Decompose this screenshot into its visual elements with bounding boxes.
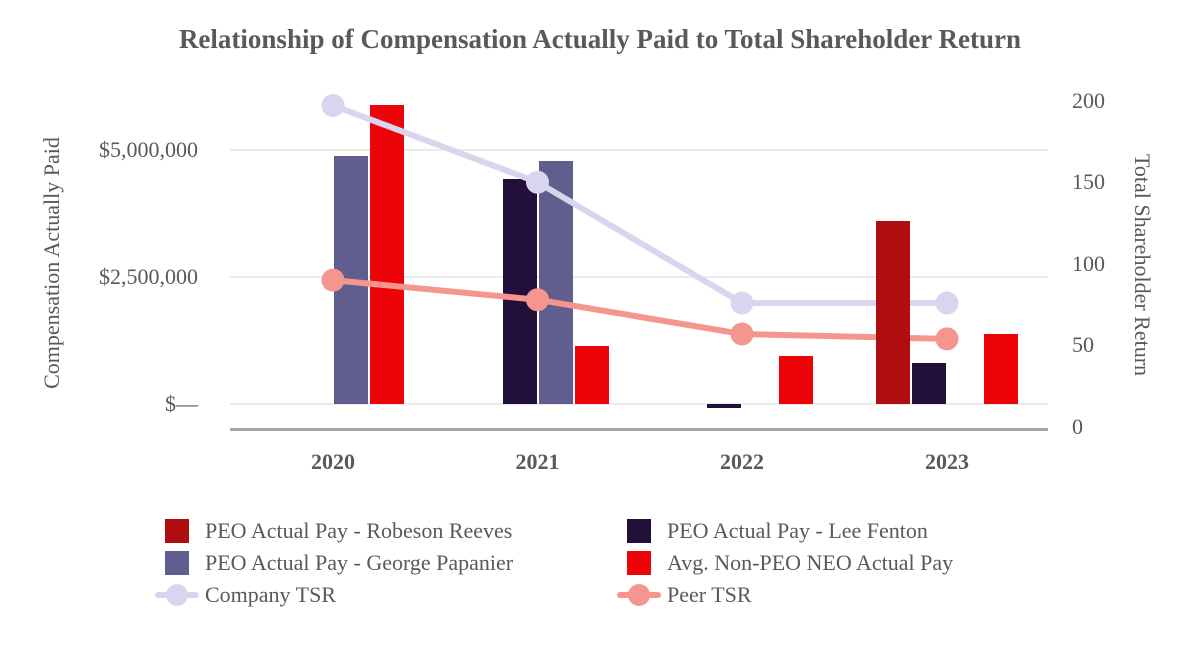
fenton-bar-swatch-icon (627, 519, 651, 543)
legend-item-company-tsr: Company TSR (155, 579, 336, 611)
peer-tsr-marker-2022 (730, 322, 754, 346)
legend-swatch-holder (617, 515, 661, 547)
legend-swatch-holder (155, 515, 199, 547)
avg-neo-bar-swatch-icon (627, 551, 651, 575)
bar-peo-actual-pay-george-papanier-2021 (538, 161, 573, 404)
x-axis-label-2021: 2021 (515, 449, 560, 474)
company-tsr-marker-2020 (321, 93, 345, 117)
legend-label: PEO Actual Pay - Lee Fenton (667, 518, 928, 543)
peer-tsr-marker-2023 (935, 327, 959, 351)
legend-item-peo-robeson-reeves: PEO Actual Pay - Robeson Reeves (155, 515, 512, 547)
right-axis-tick-label: 100 (1072, 250, 1105, 276)
gridline- (230, 403, 1048, 405)
bar-peo-actual-pay-george-papanier-2020 (334, 155, 368, 404)
bar-peo-actual-pay-lee-fenton-2022 (707, 404, 741, 409)
x-axis-line (230, 428, 1048, 431)
company-tsr-marker-2022 (730, 291, 754, 315)
bar-avg-non-peo-neo-actual-pay-2022 (779, 355, 813, 404)
peer-tsr-line (330, 277, 950, 342)
bar-avg-non-peo-neo-actual-pay-2020 (370, 105, 404, 404)
bar-peo-actual-pay-lee-fenton-2023 (912, 362, 946, 404)
bar-peo-actual-pay-robeson-reeves-2023 (876, 221, 910, 404)
legend-item-peo-lee-fenton: PEO Actual Pay - Lee Fenton (617, 515, 928, 547)
legend-label: Company TSR (205, 582, 337, 607)
left-axis-tick-label: $2,500,000 (99, 264, 198, 289)
legend-label: PEO Actual Pay - Robeson Reeves (205, 518, 513, 543)
legend-item-peo-george-papanier: PEO Actual Pay - George Papanier (155, 547, 513, 579)
legend-label: Avg. Non-PEO NEO Actual Pay (667, 550, 954, 575)
company-tsr-marker-2023 (935, 291, 959, 315)
x-axis-label-2023: 2023 (925, 449, 969, 474)
legend-swatch-holder (155, 547, 199, 579)
left-axis-tick-label: $— (165, 391, 198, 416)
chart-title: Relationship of Compensation Actually Pa… (178, 24, 1022, 54)
right-axis-title: Total Shareholder Return (1130, 153, 1155, 377)
left-axis-tick-label: $5,000,000 (99, 137, 198, 162)
x-axis-label-2020: 2020 (311, 449, 355, 474)
bar-peo-actual-pay-lee-fenton-2021 (502, 179, 537, 404)
company-tsr-line-marker-icon (155, 579, 199, 611)
company-tsr-line (330, 102, 950, 306)
legend-label: PEO Actual Pay - George Papanier (205, 550, 514, 575)
legend-label: Peer TSR (667, 582, 752, 607)
bar-avg-non-peo-neo-actual-pay-2023 (984, 333, 1018, 404)
right-axis-tick-label: 200 (1072, 87, 1105, 113)
bar-avg-non-peo-neo-actual-pay-2021 (574, 345, 609, 404)
legend-item-peer-tsr: Peer TSR (617, 579, 752, 611)
x-axis-label-2022: 2022 (720, 449, 764, 474)
legend-item-avg-non-peo-neo: Avg. Non-PEO NEO Actual Pay (617, 547, 953, 579)
right-axis-tick-label: 0 (1072, 414, 1083, 439)
papanier-bar-swatch-icon (165, 551, 189, 575)
legend-swatch-holder (617, 547, 661, 579)
right-axis-tick-label: 150 (1072, 169, 1105, 195)
reeves-bar-swatch-icon (165, 519, 189, 543)
peer-tsr-line-marker-icon (617, 579, 661, 611)
gridline-5-000-000 (230, 149, 1048, 151)
right-axis-tick-label: 50 (1072, 332, 1094, 358)
